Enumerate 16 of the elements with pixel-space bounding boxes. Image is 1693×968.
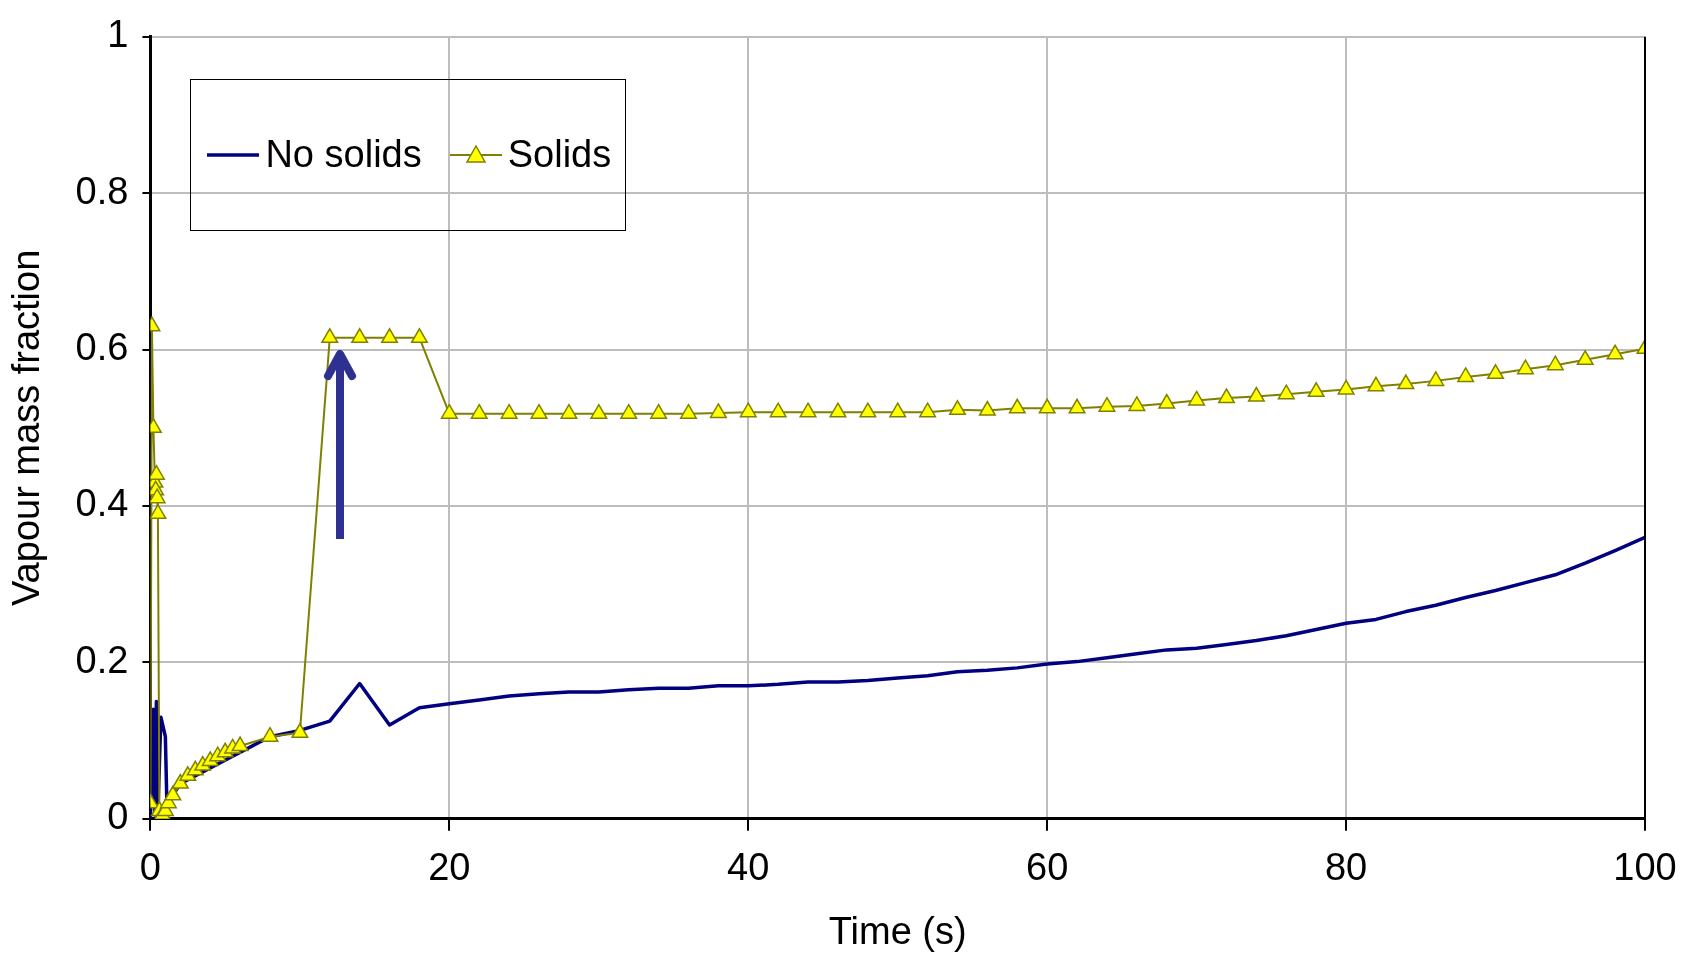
y-axis-title: Vapour mass fraction [5,249,48,606]
y-tick-label: 0 [107,795,129,838]
y-tick-label: 0.8 [75,169,129,212]
x-tick-label: 60 [1026,846,1069,889]
y-tick-label: 0.6 [75,326,129,369]
x-tick-label: 100 [1613,846,1677,889]
y-tick-label: 1 [107,13,129,56]
y-tick-label: 0.4 [75,482,129,525]
legend-label: No solids [265,133,422,177]
x-tick-label: 40 [727,846,770,889]
y-tick-label: 0.2 [75,638,129,681]
x-tick-label: 20 [428,846,471,889]
x-tick-label: 0 [139,846,161,889]
legend-label: Solids [507,133,612,177]
x-tick-label: 80 [1324,846,1368,889]
x-axis-title: Time (s) [828,909,967,952]
